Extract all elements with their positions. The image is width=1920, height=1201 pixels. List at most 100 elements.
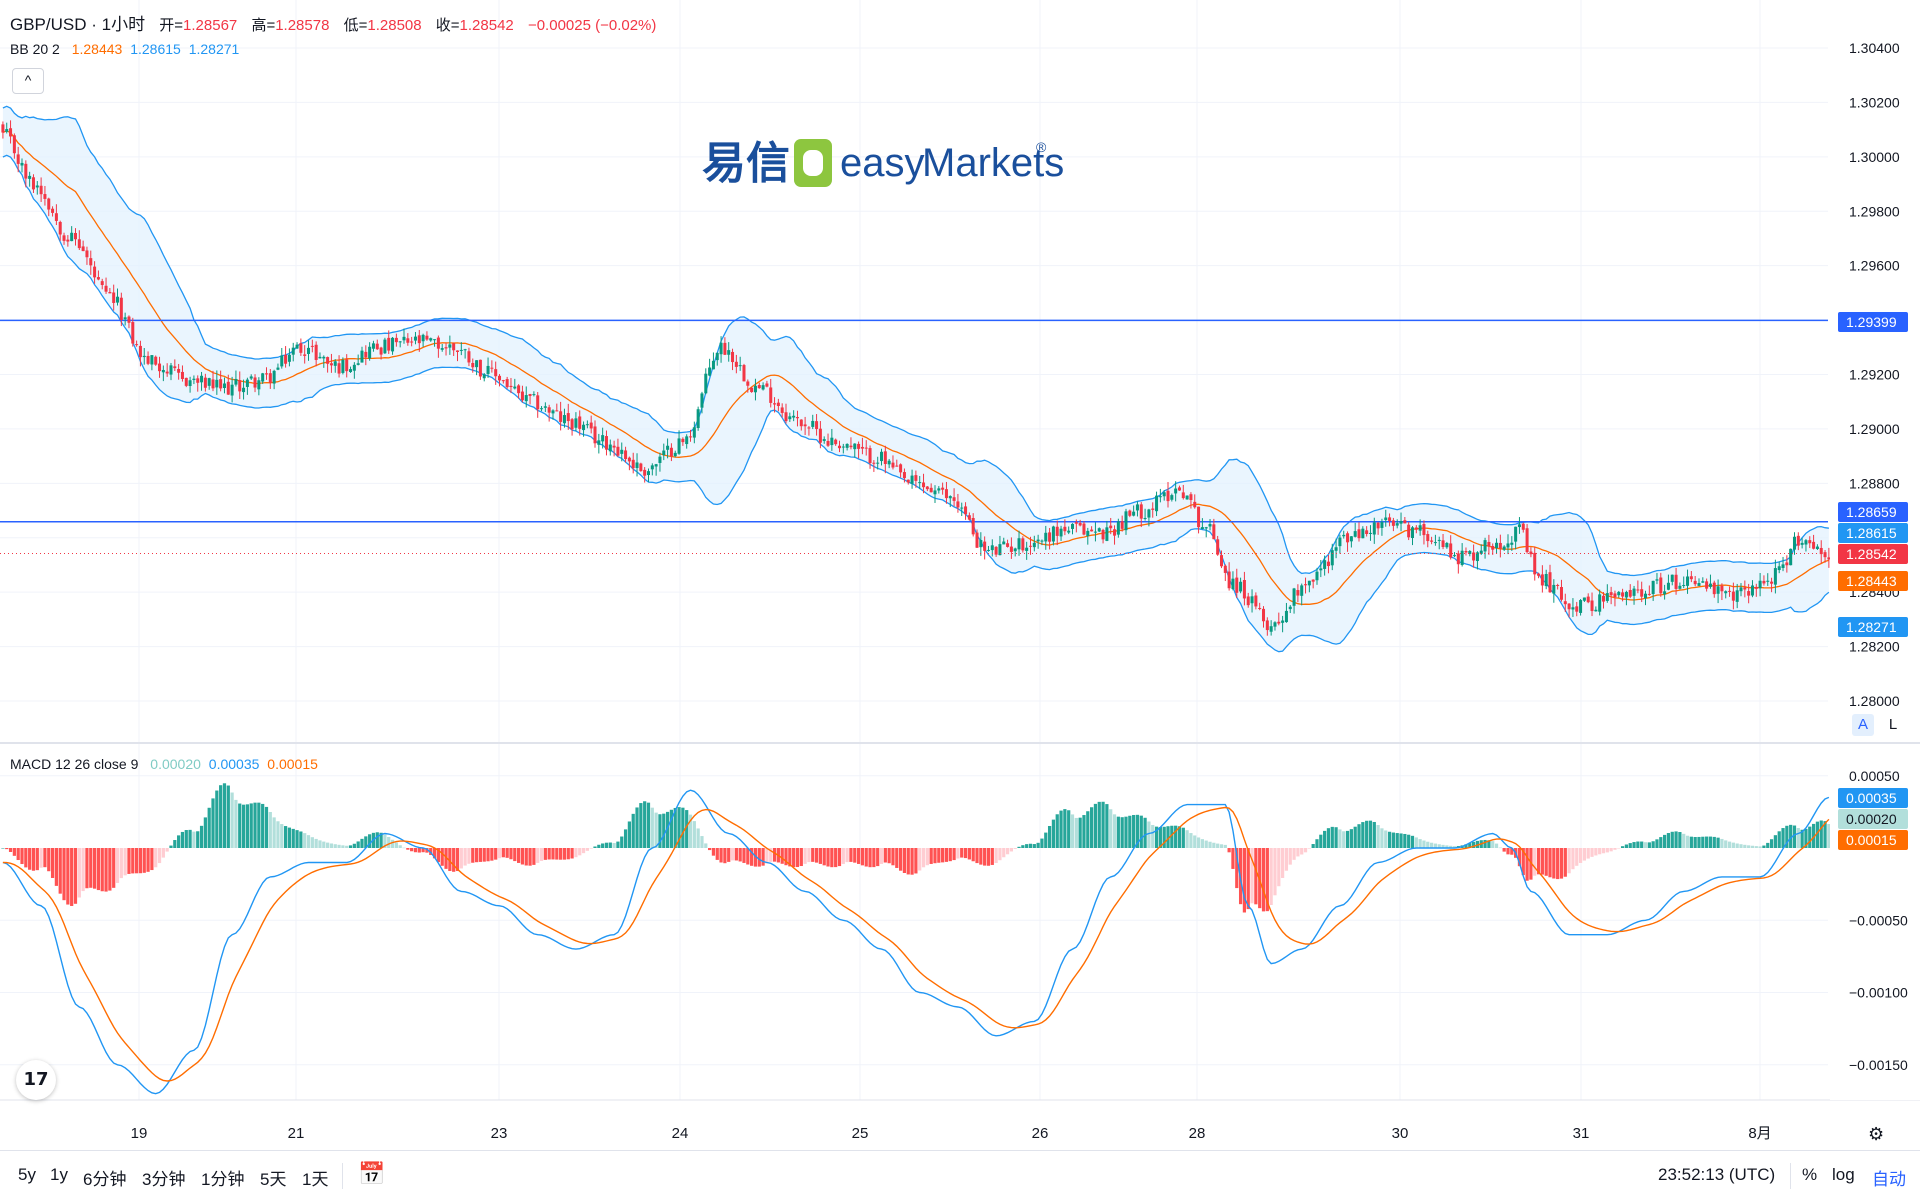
macd-hist-bar [1063, 809, 1067, 848]
candle-body [1590, 600, 1594, 612]
macd-axis[interactable]: 0.00050 −0.00050 −0.00100 −0.00150 0.00035 0.… [1830, 745, 1920, 1100]
time-tick-label: 8月 [1748, 1125, 1771, 1142]
candle-body [1815, 546, 1819, 549]
macd-hist-bar [704, 843, 708, 848]
candle-body [868, 448, 872, 464]
candle-body [1517, 524, 1521, 528]
candle-body [555, 410, 559, 412]
candle-body [933, 490, 937, 495]
macd-hist-bar [1724, 840, 1728, 848]
candle-body [222, 383, 226, 389]
percent-scale-toggle[interactable]: % [1802, 1165, 1818, 1184]
candle-body [1219, 555, 1223, 567]
macd-hist-bar [665, 811, 670, 848]
candle-body [986, 549, 990, 551]
range-1m-button[interactable]: 1分钟 [201, 1170, 245, 1189]
candle-body [967, 515, 971, 520]
macd-hist-bar [1185, 830, 1189, 848]
candle-body [1006, 543, 1010, 547]
macd-hist-bar [719, 848, 723, 863]
candle-body [948, 496, 952, 499]
candle-body [1491, 545, 1495, 550]
range-1d-button[interactable]: 1天 [302, 1170, 329, 1189]
candle-body [834, 439, 838, 445]
macd-hist-bar [1808, 826, 1812, 848]
candle-body [837, 445, 841, 449]
macd-hist-bar [104, 848, 108, 892]
candle-body [1113, 529, 1117, 536]
macd-hist-bar [5, 848, 9, 850]
collapse-legend-button[interactable]: ^ [12, 68, 44, 94]
candle-body [108, 292, 112, 294]
candle-body [1796, 535, 1800, 546]
candle-body [689, 436, 693, 438]
macd-hist-bar [723, 848, 727, 864]
candle-body [154, 356, 158, 365]
date-range-calendar-icon[interactable]: 📅 [358, 1161, 386, 1186]
price-label-tag [1838, 523, 1908, 543]
candle-body [1670, 574, 1674, 582]
candle-body [1540, 574, 1544, 586]
candle-body [1453, 555, 1457, 557]
symbol-title[interactable]: GBP/USD · 1小时 [10, 15, 146, 34]
candle-body [81, 246, 85, 252]
lock-scale-button[interactable]: L [1888, 716, 1898, 733]
price-axis[interactable]: 1.304001.302001.300001.298001.296001.294… [1830, 0, 1920, 742]
legend-macd: MACD 12 26 close 9 0.00020 0.00035 0.000… [10, 756, 322, 772]
macd-hist-bar [1376, 825, 1380, 848]
macd-hist-bar [1086, 811, 1090, 848]
range-5d-button[interactable]: 5天 [260, 1170, 287, 1189]
macd-hist-bar [1498, 847, 1502, 849]
chart-canvas[interactable]: 易信 easy Markets ® 1.30400 1.30200 1.30000 1… [0, 0, 1920, 1150]
macd-hist-bar [1678, 832, 1682, 848]
signal-line [2, 806, 1830, 1082]
price-label-tag [1838, 502, 1908, 522]
macd-hist-bar [348, 845, 353, 848]
candle-body [1132, 511, 1136, 516]
candle-body [1101, 529, 1105, 540]
macd-hist-bar [925, 848, 929, 866]
candle-body [253, 377, 257, 388]
macd-hist-bar [1792, 825, 1797, 848]
utc-clock[interactable]: 23:52:13 (UTC) [1658, 1165, 1776, 1184]
settings-gear-icon[interactable]: ⚙ [1868, 1124, 1885, 1144]
macd-hist-bar [902, 848, 907, 873]
macd-hist-bar [1502, 848, 1506, 852]
candle-body [1502, 546, 1506, 550]
auto-scale-toggle[interactable]: 自动 [1872, 1170, 1906, 1189]
macd-hist-bar [192, 831, 196, 848]
range-1y-button[interactable]: 1y [50, 1165, 68, 1184]
range-6m-button[interactable]: 6分钟 [83, 1170, 127, 1189]
candle-body [1162, 492, 1166, 497]
candle-body [1353, 531, 1357, 537]
macd-hist-bar [436, 848, 440, 863]
candle-body [1277, 621, 1281, 624]
macd-tick-label: −0.00100 [1849, 985, 1908, 1001]
macd-hist-bar [700, 836, 704, 848]
candle-body [1380, 522, 1384, 528]
low-label: 低= [343, 17, 368, 34]
macd-hist-bar [1705, 836, 1709, 848]
macd-hist-bar [1338, 829, 1342, 848]
candle-body [1613, 593, 1617, 598]
candle-body [440, 348, 444, 350]
tradingview-logo[interactable]: 17 [16, 1060, 56, 1100]
candle-body [1449, 543, 1453, 558]
candle-body [964, 506, 968, 515]
time-axis[interactable]: 19 21 23 24 25 26 28 30 31 8月 [131, 1125, 1772, 1142]
range-5y-button[interactable]: 5y [18, 1165, 36, 1184]
candle-body [291, 347, 295, 355]
bb-label[interactable]: BB 20 2 [10, 41, 60, 57]
auto-scale-button[interactable]: A [1852, 714, 1874, 736]
macd-label[interactable]: MACD 12 26 close 9 [10, 756, 139, 772]
macd-hist-bar [818, 848, 822, 864]
candle-body [1174, 488, 1178, 494]
price-label-text: 1.28271 [1846, 619, 1897, 635]
log-scale-toggle[interactable]: log [1832, 1165, 1855, 1184]
macd-hist-bar [1353, 826, 1357, 848]
candle-body [161, 369, 165, 373]
candle-body [1135, 504, 1139, 511]
macd-hist-bar [1731, 842, 1735, 848]
macd-hist-bar [1575, 848, 1579, 866]
range-3m-button[interactable]: 3分钟 [142, 1170, 186, 1189]
